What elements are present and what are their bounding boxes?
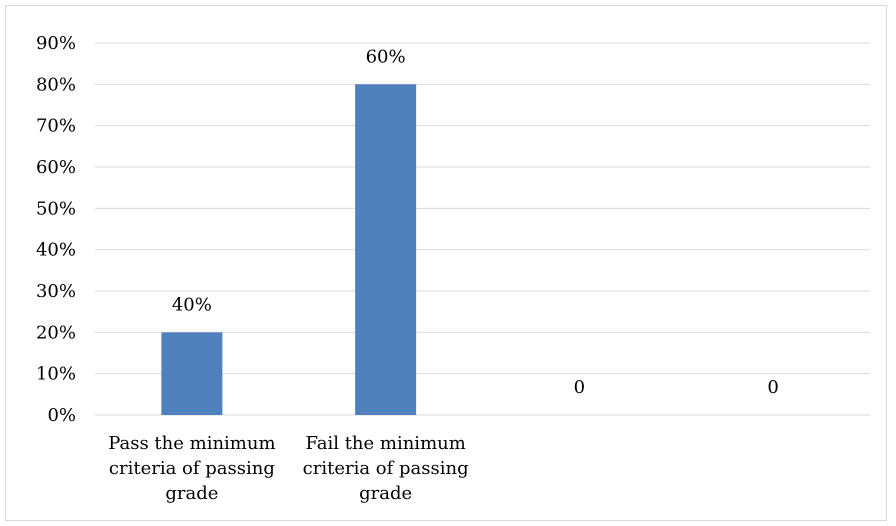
data-labels: 40% 60% 0 0 — [172, 46, 779, 398]
bars — [161, 84, 417, 415]
bar — [355, 84, 417, 415]
data-label: 40% — [172, 294, 212, 315]
y-tick-label: 20% — [36, 322, 76, 343]
y-tick-label: 50% — [36, 198, 76, 219]
category-label: criteria of passing — [109, 458, 275, 479]
y-tick-label: 70% — [36, 116, 76, 137]
y-tick-label: 40% — [36, 240, 76, 261]
gridlines — [95, 42, 870, 416]
y-tick-label: 10% — [36, 364, 76, 385]
y-tick-label: 80% — [36, 74, 76, 95]
y-tick-label: 30% — [36, 281, 76, 302]
y-axis-tick-labels: 0% 10% 20% 30% 40% 50% 60% 70% 80% 90% — [36, 33, 76, 426]
data-label: 0 — [574, 377, 585, 398]
chart-frame — [5, 5, 887, 521]
y-tick-label: 60% — [36, 157, 76, 178]
y-tick-label: 90% — [36, 33, 76, 54]
category-label: grade — [165, 483, 218, 504]
data-label: 60% — [366, 46, 406, 67]
category-label: criteria of passing — [303, 458, 469, 479]
x-axis-category-labels: Pass the minimum criteria of passing grade… — [108, 433, 468, 504]
category-label: Pass the minimum — [108, 433, 275, 454]
y-tick-label: 0% — [47, 405, 76, 426]
bar — [161, 332, 223, 415]
data-label: 0 — [767, 377, 778, 398]
category-label: Fail the minimum — [305, 433, 465, 454]
category-label: grade — [359, 483, 412, 504]
